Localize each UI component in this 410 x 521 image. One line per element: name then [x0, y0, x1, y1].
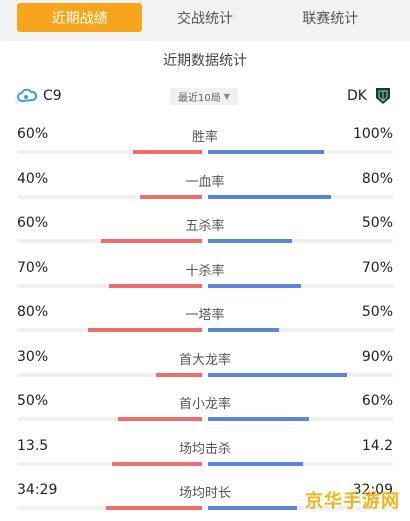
stat-left-value: 60% — [17, 126, 49, 142]
stat-right-value: 32:09 — [352, 482, 393, 498]
stat-right-value: 70% — [361, 259, 393, 276]
stat-left-track — [17, 372, 202, 377]
stat-right-value: 80% — [361, 170, 393, 187]
stat-label: 一血率 — [185, 174, 225, 190]
stat-left-bar — [133, 150, 202, 154]
tab-head-to-head[interactable]: 交战统计 — [176, 10, 233, 27]
stat-right-track — [208, 194, 393, 199]
stat-row: 30% 首大龙率 90% — [0, 349, 410, 393]
team-left: C9 — [17, 86, 62, 106]
stat-right-value: 14.2 — [361, 437, 393, 454]
stat-left-value: 70% — [17, 259, 49, 276]
stat-left-track — [17, 194, 202, 199]
stat-left-bar — [140, 194, 202, 199]
stat-row: 34:29 场均时长 32:09 — [0, 482, 410, 521]
stat-right-value: 50% — [361, 304, 393, 320]
stat-left-track — [17, 283, 202, 288]
stat-right-track — [208, 283, 393, 288]
stat-left-track — [17, 506, 202, 510]
team-right: DK — [347, 86, 393, 106]
stat-right-bar — [208, 461, 303, 466]
stat-left-value: 34:29 — [17, 482, 58, 498]
stat-right-bar — [208, 328, 279, 332]
stat-right-value: 90% — [361, 348, 393, 365]
stat-row: 60% 胜率 100% — [0, 126, 410, 170]
stat-left-track — [17, 328, 202, 332]
stat-row: 40% 一血率 80% — [0, 171, 410, 215]
stat-right-track — [208, 417, 393, 421]
stat-right-value: 60% — [361, 393, 393, 409]
stat-right-track — [208, 328, 393, 332]
stat-left-value: 80% — [17, 304, 49, 320]
stat-right-bar — [208, 150, 324, 154]
tab-group: 近期战绩 交战统计 联赛统计 — [17, 3, 393, 32]
tab-league-stats[interactable]: 联赛统计 — [302, 10, 359, 27]
stat-left-track — [17, 417, 202, 421]
match-count-filter[interactable]: 最近10局 ▼ — [170, 88, 238, 105]
stat-label: 场均击杀 — [178, 441, 231, 457]
stat-right-value: 50% — [361, 215, 393, 231]
team-right-name: DK — [347, 88, 367, 104]
stat-right-track — [208, 150, 393, 154]
stat-right-bar — [208, 194, 331, 199]
stat-left-value: 30% — [17, 348, 49, 365]
stat-right-value: 100% — [352, 126, 393, 142]
stat-left-bar — [101, 239, 202, 243]
stat-label: 场均时长 — [178, 486, 231, 501]
stat-label: 首小龙率 — [178, 397, 231, 412]
tab-recent-record[interactable]: 近期战绩 — [17, 3, 143, 32]
stat-left-bar — [118, 417, 202, 421]
stat-left-bar — [112, 461, 202, 466]
stat-left-bar — [88, 328, 202, 332]
c9-cloud-logo-icon — [17, 86, 37, 106]
stat-row: 70% 十杀率 70% — [0, 260, 410, 304]
stat-right-bar — [208, 417, 309, 421]
stat-label: 五杀率 — [185, 219, 225, 234]
stat-label: 一塔率 — [185, 308, 225, 323]
stat-label: 十杀率 — [185, 263, 225, 279]
dk-shield-logo-icon — [373, 86, 393, 106]
watermark-logo: 京华手游网 — [305, 491, 400, 512]
stat-right-track — [208, 372, 393, 377]
stat-left-value: 13.5 — [17, 437, 49, 454]
stat-left-bar — [156, 372, 202, 377]
stat-right-track — [208, 239, 393, 243]
stat-row: 60% 五杀率 50% — [0, 215, 410, 259]
stat-right-bar — [208, 372, 347, 377]
stat-row: 80% 一塔率 50% — [0, 304, 410, 348]
stat-left-track — [17, 239, 202, 243]
stat-row: 13.5 场均击杀 14.2 — [0, 438, 410, 482]
stat-row: 50% 首小龙率 60% — [0, 393, 410, 437]
stat-label: 胜率 — [191, 130, 218, 145]
stat-left-value: 50% — [17, 393, 49, 409]
caret-down-icon: ▼ — [223, 92, 230, 101]
team-left-name: C9 — [43, 88, 62, 104]
stat-right-bar — [208, 239, 292, 243]
stat-right-track — [208, 506, 393, 510]
stat-left-bar — [109, 283, 202, 288]
stat-left-track — [17, 150, 202, 154]
stat-left-bar — [106, 506, 202, 510]
section-title: 近期数据统计 — [163, 53, 247, 69]
stat-right-bar — [208, 283, 301, 288]
stat-label: 首大龙率 — [178, 352, 231, 368]
tab-bar: 近期战绩 交战统计 联赛统计 — [0, 0, 410, 41]
stat-right-bar — [208, 506, 297, 510]
stat-left-value: 60% — [17, 215, 49, 231]
stat-left-track — [17, 461, 202, 466]
stat-right-track — [208, 461, 393, 466]
stat-left-value: 40% — [17, 170, 49, 187]
filter-label: 最近10局 — [178, 93, 221, 104]
